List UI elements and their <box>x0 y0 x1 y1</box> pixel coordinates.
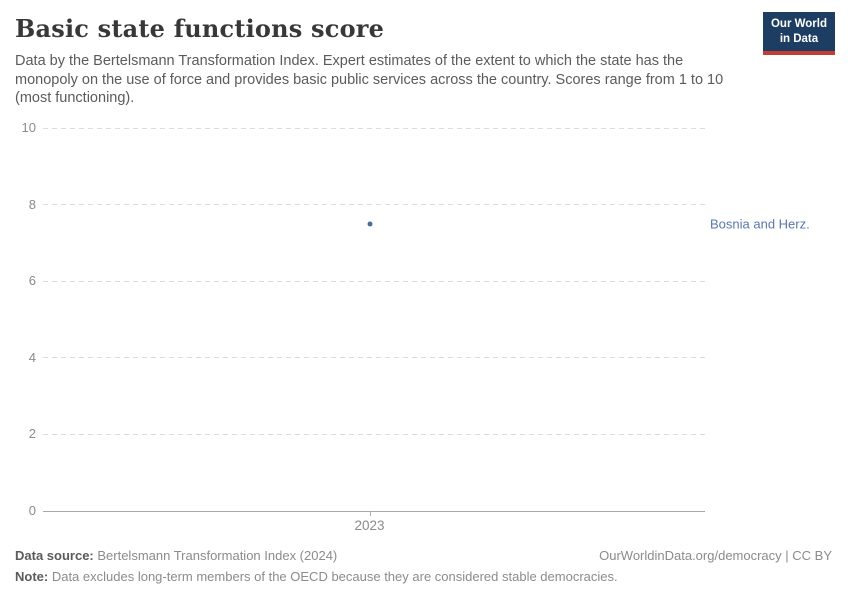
owid-logo-line2: in Data <box>779 32 819 45</box>
y-axis-tick-label: 4 <box>28 349 36 365</box>
entity-label: Bosnia and Herz. <box>710 216 810 232</box>
chart-footer: Data source: Bertelsmann Transformation … <box>15 548 832 584</box>
data-source-value: Bertelsmann Transformation Index (2024) <box>93 548 338 563</box>
gridline <box>43 204 705 206</box>
note-value: Data excludes long-term members of the O… <box>48 569 618 584</box>
page-title: Basic state functions score <box>15 14 385 43</box>
note-label: Note: <box>15 569 49 584</box>
y-axis-tick-label: 6 <box>28 273 36 289</box>
data-source-text: Data source: Bertelsmann Transformation … <box>15 548 337 563</box>
footer-row-source: Data source: Bertelsmann Transformation … <box>15 548 832 563</box>
y-axis-tick-label: 0 <box>28 503 36 518</box>
y-axis-tick-label: 10 <box>21 120 36 135</box>
owid-logo-line1: Our World <box>770 18 827 30</box>
attribution-text: OurWorldinData.org/democracy | CC BY <box>599 548 832 563</box>
data-point <box>367 221 372 227</box>
data-source-label: Data source: <box>15 548 94 563</box>
gridline <box>43 127 705 129</box>
x-axis-line <box>43 510 705 512</box>
gridline <box>43 357 705 359</box>
footer-row-note: Note: Data excludes long-term members of… <box>15 569 832 584</box>
owid-logo: Our World in Data <box>762 12 835 55</box>
chart-subtitle: Data by the Bertelsmann Transformation I… <box>15 53 724 106</box>
y-axis-tick-label: 8 <box>28 196 36 212</box>
x-axis-tick-label: 2023 <box>354 518 385 533</box>
gridline <box>43 280 705 282</box>
gridline <box>43 433 705 435</box>
y-axis-tick-label: 2 <box>28 426 36 442</box>
x-axis-tick-mark <box>369 511 371 516</box>
